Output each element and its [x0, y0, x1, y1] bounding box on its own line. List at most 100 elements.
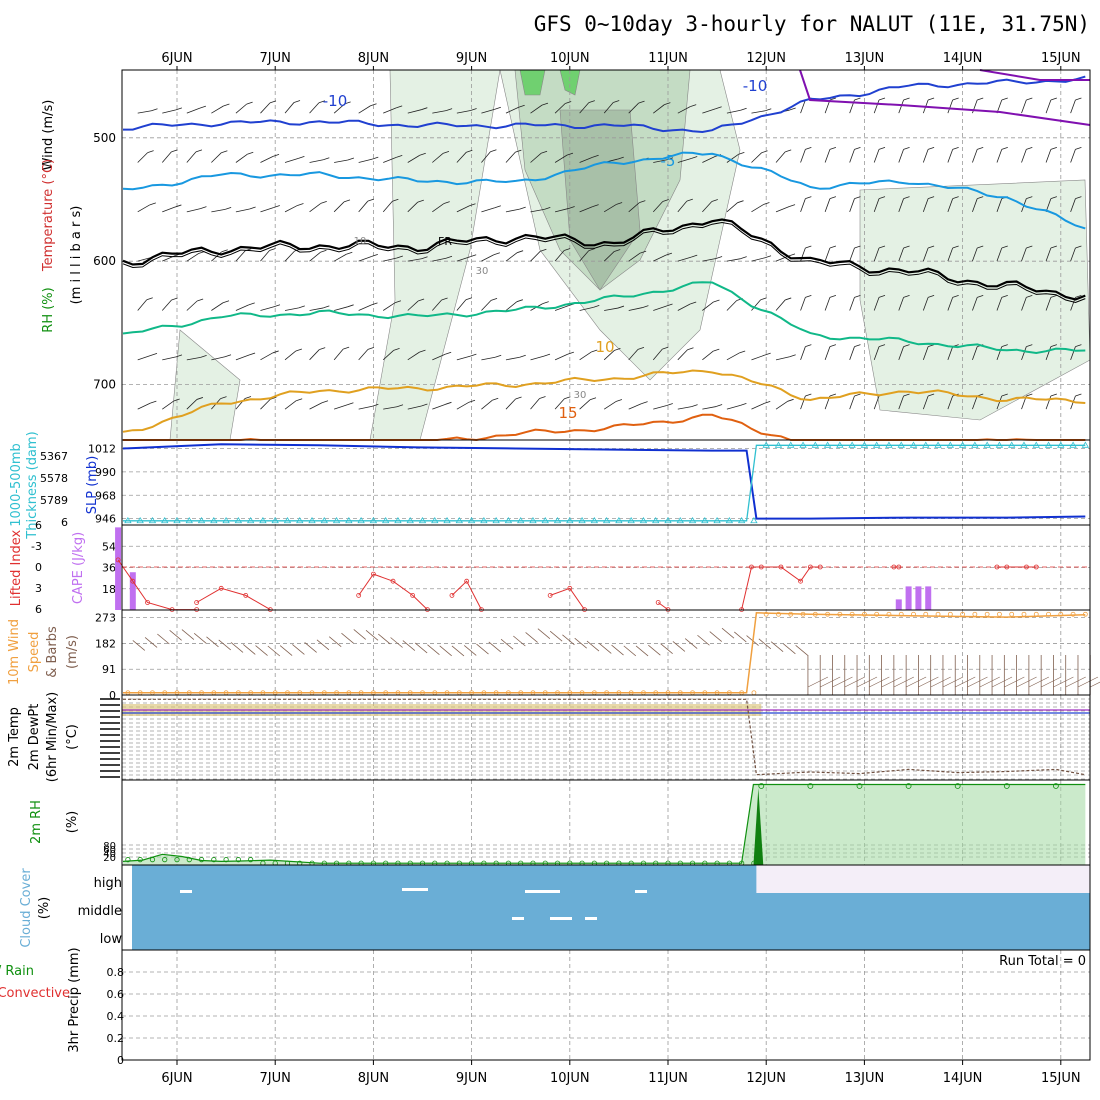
wind-barb-flag	[787, 398, 794, 402]
wind-barb	[333, 253, 347, 262]
wind-barb	[309, 203, 321, 213]
isotherm-line	[122, 369, 1086, 433]
wind-barb	[407, 405, 422, 410]
wind10-barb	[906, 676, 927, 688]
wind-barb-flag	[147, 150, 154, 154]
wind10-speed-marker	[898, 611, 904, 617]
temp2m-line	[123, 698, 1086, 776]
wind10-barb	[586, 640, 600, 652]
wind10-barb	[1028, 676, 1050, 688]
wind10-barb	[832, 676, 853, 688]
wind-barb	[628, 202, 640, 213]
wind-barb-flag	[805, 344, 812, 348]
wind-barb-flag	[687, 347, 694, 351]
wind-barb-flag	[445, 351, 452, 355]
lifted-index-marker	[896, 564, 902, 570]
wind-barb	[432, 203, 444, 213]
wind-barb-flag	[566, 152, 574, 156]
lifted-index-line	[358, 573, 428, 610]
wind-barb-flag	[691, 254, 698, 258]
wind-barb-flag	[854, 393, 861, 397]
rh2m-marker	[235, 857, 241, 863]
wind10-panel-frame	[121, 609, 1091, 696]
wind10-speed-marker	[1082, 611, 1088, 617]
thickness-marker	[615, 516, 623, 524]
wind-barb-flag	[171, 297, 178, 301]
wind-barb	[898, 297, 904, 311]
wind-barb-flag	[469, 203, 476, 207]
wind-barb	[824, 149, 831, 163]
wind-barb-flag	[519, 354, 526, 358]
wind-barb	[284, 250, 295, 262]
wind10-barb	[500, 638, 514, 650]
wind-barb	[800, 395, 806, 410]
wind-barb	[211, 302, 224, 311]
wind-barb-flag	[1050, 294, 1057, 298]
wind-barb	[702, 301, 714, 311]
wind10-speed-marker	[1070, 611, 1076, 617]
wind-barb	[333, 103, 345, 114]
wind-barb	[824, 346, 831, 360]
wind-barb	[947, 395, 954, 410]
wind-barb-flag	[788, 253, 796, 257]
wind-barb-flag	[269, 100, 277, 104]
wind-barb-flag	[829, 393, 837, 397]
rh2m-marker	[905, 783, 912, 789]
wind-barb-flag	[470, 254, 477, 258]
thickness-marker	[1069, 441, 1077, 448]
lifted-index-marker	[1033, 564, 1039, 570]
wind-barb-flag	[854, 344, 861, 348]
wind-barb	[947, 99, 954, 114]
wind-barb	[800, 247, 806, 262]
wind-barb-flag	[445, 255, 453, 259]
wind-barb	[456, 110, 471, 114]
wind-barb-flag	[175, 107, 183, 111]
wind-barb	[481, 108, 495, 114]
thickness-marker	[836, 441, 844, 448]
wind-barb	[873, 149, 880, 163]
wind-barb-flag	[1026, 294, 1033, 298]
wind-barb-flag	[615, 399, 623, 402]
wind10-barb	[599, 643, 612, 654]
chart-title: GFS 0~10day 3-hourly for NALUT (11E, 31.…	[533, 12, 1090, 36]
wind-barb-flag	[739, 350, 746, 354]
day-label-bottom: 10JUN	[550, 1071, 590, 1086]
thickness-marker	[418, 516, 427, 524]
wind-barb-flag	[490, 297, 498, 301]
wind-barb	[161, 151, 172, 163]
wind-barb-flag	[952, 294, 959, 298]
wind10-speed-marker	[984, 611, 990, 617]
wind-barb-flag	[564, 248, 571, 251]
wind-barb	[653, 405, 667, 410]
wind10-barb	[537, 628, 551, 639]
wind10-barb	[734, 631, 747, 643]
wind-barb-flag	[465, 297, 473, 301]
wind-barb	[211, 105, 224, 114]
wind-barb-flag	[371, 302, 378, 306]
wind10-barb	[144, 637, 158, 648]
cloud-gap	[635, 890, 647, 893]
lifted-index-marker	[218, 585, 224, 591]
wind-barb	[652, 201, 664, 213]
rh2m-spike	[753, 788, 764, 865]
cloud-gap	[585, 917, 597, 920]
wind-barb-flag	[319, 347, 326, 351]
wind-barb	[407, 109, 422, 114]
wind-barb-flag	[565, 101, 572, 104]
wind-barb	[922, 247, 929, 262]
wind-barb-flag	[878, 97, 886, 101]
wind-barb	[481, 151, 491, 163]
wind10-barb	[991, 676, 1013, 688]
thickness-tick-label: 5578	[40, 472, 68, 485]
thickness-marker	[750, 516, 758, 524]
wind-barb-flag	[829, 344, 837, 348]
cape-bar	[115, 527, 122, 610]
wind-barb	[873, 198, 880, 212]
lifted-index-marker	[655, 600, 661, 605]
wind-barb-flag	[1075, 196, 1082, 200]
wind-barb	[383, 157, 397, 163]
wind10-barb	[267, 645, 281, 657]
lifted-index-marker	[758, 564, 764, 570]
lifted-index-marker	[370, 571, 376, 577]
wind10-barb	[549, 630, 563, 642]
